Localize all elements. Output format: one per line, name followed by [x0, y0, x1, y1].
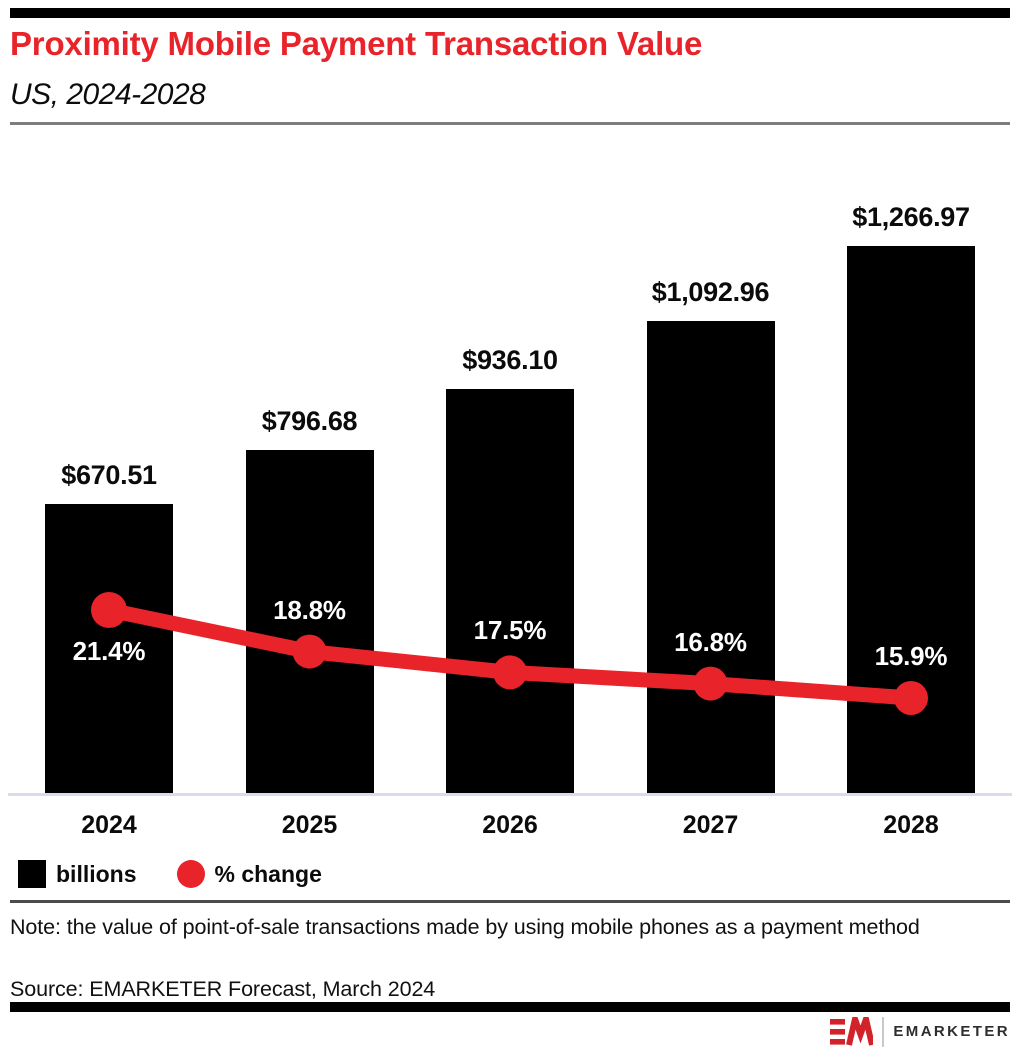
pct-change-line-layer [91, 592, 928, 715]
pct-change-label: 17.5% [473, 615, 547, 646]
chart-bar [45, 504, 173, 795]
pct-change-point [894, 681, 928, 715]
chart-bar [446, 389, 574, 795]
x-axis-label: 2027 [682, 811, 739, 839]
header-divider [10, 122, 1010, 125]
legend-item-billions: billions [18, 860, 137, 888]
bar-line-chart: $670.51 21.4% 2024 $796.68 18.8% 2025 $936.10 1… [0, 150, 1020, 850]
chart-bar [646, 321, 775, 795]
pct-change-label: 16.8% [674, 626, 747, 657]
legend-item-pct-change: % change [176, 860, 322, 888]
page-subtitle: US, 2024-2028 [10, 78, 206, 111]
pct-change-label: 21.4% [72, 636, 146, 666]
top-accent-bar [10, 8, 1010, 18]
bar-value-label: $670.51 [61, 460, 157, 491]
emarketer-logo: EMARKETER [829, 1016, 1010, 1048]
x-axis-label: 2028 [883, 811, 939, 839]
chart-bar [245, 449, 374, 795]
x-axis-label: 2024 [81, 811, 137, 839]
line-dot-swatch-icon [176, 860, 205, 888]
pct-change-point [693, 666, 728, 701]
legend-label-pct-change: % change [214, 861, 322, 887]
x-axis-label: 2026 [482, 811, 538, 839]
emarketer-logo-text: EMARKETER [893, 1023, 1010, 1040]
logo-divider [882, 1017, 885, 1047]
pct-change-label: 18.8% [273, 594, 346, 625]
chart-source: Source: EMARKETER Forecast, March 2024 [10, 977, 436, 1001]
bar-swatch-icon [18, 860, 46, 888]
x-axis-line [8, 793, 1012, 796]
footer-divider [10, 900, 1010, 903]
bar-value-label: $796.68 [261, 405, 358, 436]
bar-value-label: $1,092.96 [651, 277, 770, 308]
x-axis-label: 2025 [281, 811, 338, 839]
pct-change-point [292, 634, 327, 669]
chart-legend: billions % change [18, 860, 322, 888]
pct-change-label: 15.9% [874, 641, 948, 671]
bar-value-label: $936.10 [462, 345, 558, 376]
pct-change-point [493, 655, 527, 690]
pct-change-point [91, 592, 127, 628]
page-title: Proximity Mobile Payment Transaction Val… [10, 25, 703, 62]
legend-label-billions: billions [56, 861, 137, 887]
emarketer-logo-mark-icon [830, 1017, 874, 1046]
chart-note: Note: the value of point-of-sale transac… [10, 915, 920, 939]
bottom-accent-bar [10, 1002, 1010, 1012]
bar-value-label: $1,266.97 [852, 201, 970, 232]
